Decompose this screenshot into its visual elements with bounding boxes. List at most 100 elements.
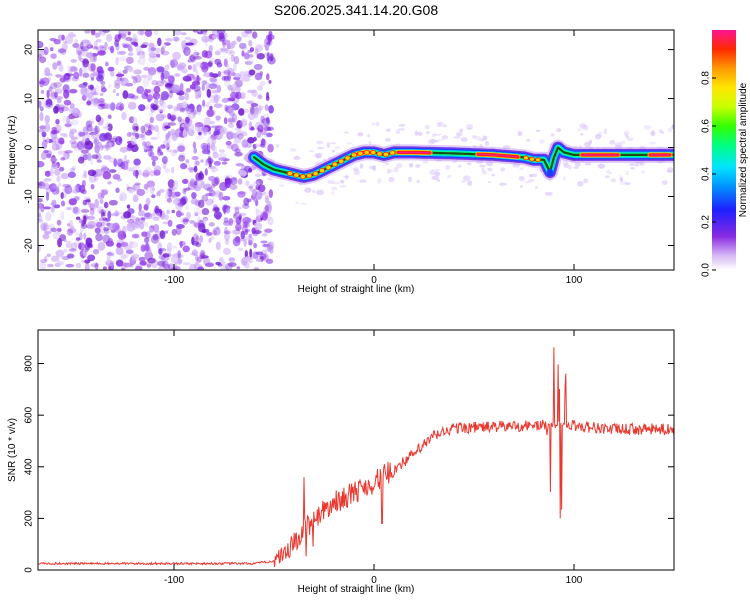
noise-blob (259, 80, 266, 87)
noise-blob (121, 111, 127, 121)
noise-blob (126, 219, 135, 224)
noise-blob (188, 53, 198, 64)
noise-blob (253, 242, 258, 249)
noise-blob (264, 203, 273, 214)
noise-blob (84, 259, 91, 264)
snr-xlabel: Height of straight line (km) (298, 584, 415, 595)
noise-blob (141, 51, 146, 59)
noise-blob (57, 97, 62, 104)
noise-blob (202, 144, 209, 154)
noise-blob (247, 111, 256, 121)
noise-blob (388, 176, 395, 183)
noise-blob (248, 233, 253, 238)
noise-blob (609, 139, 616, 145)
noise-blob (60, 211, 65, 221)
ridge-bead (312, 171, 319, 177)
noise-blob (132, 165, 140, 170)
colorbar-tick-label: 0.0 (701, 263, 712, 277)
noise-blob (38, 53, 42, 59)
noise-blob (577, 128, 582, 131)
noise-blob (132, 183, 141, 192)
noise-blob (264, 205, 270, 212)
ridge-bead (350, 152, 357, 158)
noise-blob (56, 227, 62, 232)
noise-blob (98, 103, 105, 107)
noise-blob (259, 253, 267, 260)
noise-blob (205, 193, 213, 197)
noise-blob (138, 203, 142, 212)
noise-blob (90, 97, 100, 106)
noise-blob (186, 73, 195, 79)
noise-blob (249, 105, 255, 115)
noise-blob (162, 221, 170, 225)
noise-blob (228, 107, 235, 113)
noise-blob (147, 73, 153, 81)
noise-blob (52, 143, 57, 151)
noise-blob (191, 156, 199, 161)
noise-blob (181, 40, 188, 49)
noise-blob (114, 210, 119, 217)
noise-blob (316, 152, 323, 159)
noise-blob (149, 185, 155, 195)
noise-blob (155, 113, 165, 122)
noise-blob (240, 238, 245, 242)
noise-blob (219, 47, 229, 52)
noise-blob (259, 71, 263, 76)
noise-blob (232, 236, 241, 247)
noise-blob (154, 125, 159, 133)
noise-blob (139, 260, 147, 266)
noise-blob (240, 46, 248, 51)
noise-blob (178, 95, 185, 101)
noise-blob (191, 191, 197, 199)
noise-blob (150, 103, 156, 109)
noise-blob (431, 133, 436, 138)
noise-blob (81, 94, 87, 101)
noise-blob (88, 174, 97, 183)
noise-blob (177, 116, 182, 122)
noise-blob (243, 108, 249, 113)
noise-blob (41, 139, 48, 150)
noise-blob (598, 131, 603, 137)
noise-blob (222, 195, 231, 201)
noise-blob (237, 191, 246, 198)
noise-blob (239, 212, 247, 217)
noise-blob (83, 215, 87, 225)
noise-blob (107, 66, 115, 72)
noise-blob (131, 233, 140, 239)
noise-blob (38, 244, 42, 253)
noise-blob (222, 158, 230, 162)
noise-blob (371, 122, 375, 126)
noise-blob (249, 248, 253, 258)
noise-blob (434, 168, 441, 172)
noise-blob (455, 132, 463, 137)
noise-blob (179, 126, 184, 132)
noise-blob (113, 158, 118, 167)
noise-blob (481, 170, 488, 175)
noise-blob (574, 161, 581, 168)
noise-blob (167, 104, 173, 110)
noise-blob (539, 139, 545, 144)
noise-blob (52, 96, 59, 100)
noise-blob (59, 74, 66, 84)
noise-blob (238, 108, 245, 116)
noise-blob (87, 254, 96, 262)
noise-blob (89, 72, 95, 79)
noise-blob (136, 188, 146, 196)
noise-blob (316, 189, 324, 196)
noise-blob (141, 140, 147, 147)
noise-blob (192, 30, 199, 33)
noise-blob (153, 169, 161, 176)
noise-blob (193, 85, 201, 92)
noise-blob (221, 98, 230, 103)
noise-blob (38, 197, 43, 203)
noise-blob (63, 40, 68, 44)
noise-blob (128, 188, 134, 194)
noise-blob (130, 264, 134, 268)
noise-blob (331, 191, 335, 195)
noise-blob (149, 151, 155, 158)
noise-blob (408, 162, 414, 168)
colorbar-label: Normalized spectral amplitude (738, 82, 749, 217)
noise-blob (60, 172, 70, 180)
noise-blob (142, 169, 150, 178)
noise-blob (97, 69, 103, 80)
